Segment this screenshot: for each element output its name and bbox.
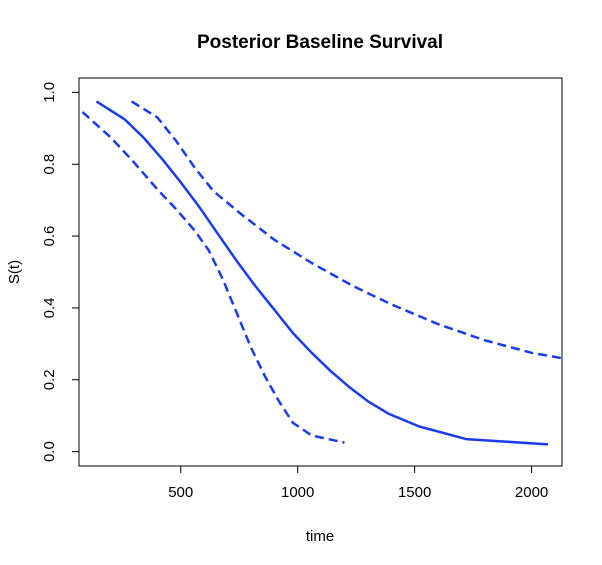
x-tick-label: 1500 <box>398 484 431 501</box>
y-tick-label: 0.2 <box>41 369 58 390</box>
x-tick-label: 500 <box>168 484 193 501</box>
y-tick-label: 0.0 <box>41 441 58 462</box>
chart-title: Posterior Baseline Survival <box>197 32 443 53</box>
x-tick-label: 2000 <box>515 484 548 501</box>
series-line-estimate <box>95 100 549 446</box>
y-tick-label: 0.8 <box>41 154 58 175</box>
series-line-bound-2 <box>81 111 345 444</box>
series-line-bound-1 <box>130 100 562 360</box>
x-tick-label: 1000 <box>281 484 314 501</box>
y-tick-label: 1.0 <box>41 82 58 103</box>
y-tick-label: 0.6 <box>41 226 58 247</box>
y-axis: 0.0 0.2 0.4 0.6 0.8 1.0 <box>41 82 80 462</box>
x-axis-label: time <box>306 528 334 545</box>
x-axis: 500 1000 1500 2000 <box>168 465 548 501</box>
plot-frame <box>78 77 563 467</box>
y-axis-label: S(t) <box>6 260 23 284</box>
series-layer <box>81 100 562 446</box>
y-tick-label: 0.4 <box>41 297 58 318</box>
